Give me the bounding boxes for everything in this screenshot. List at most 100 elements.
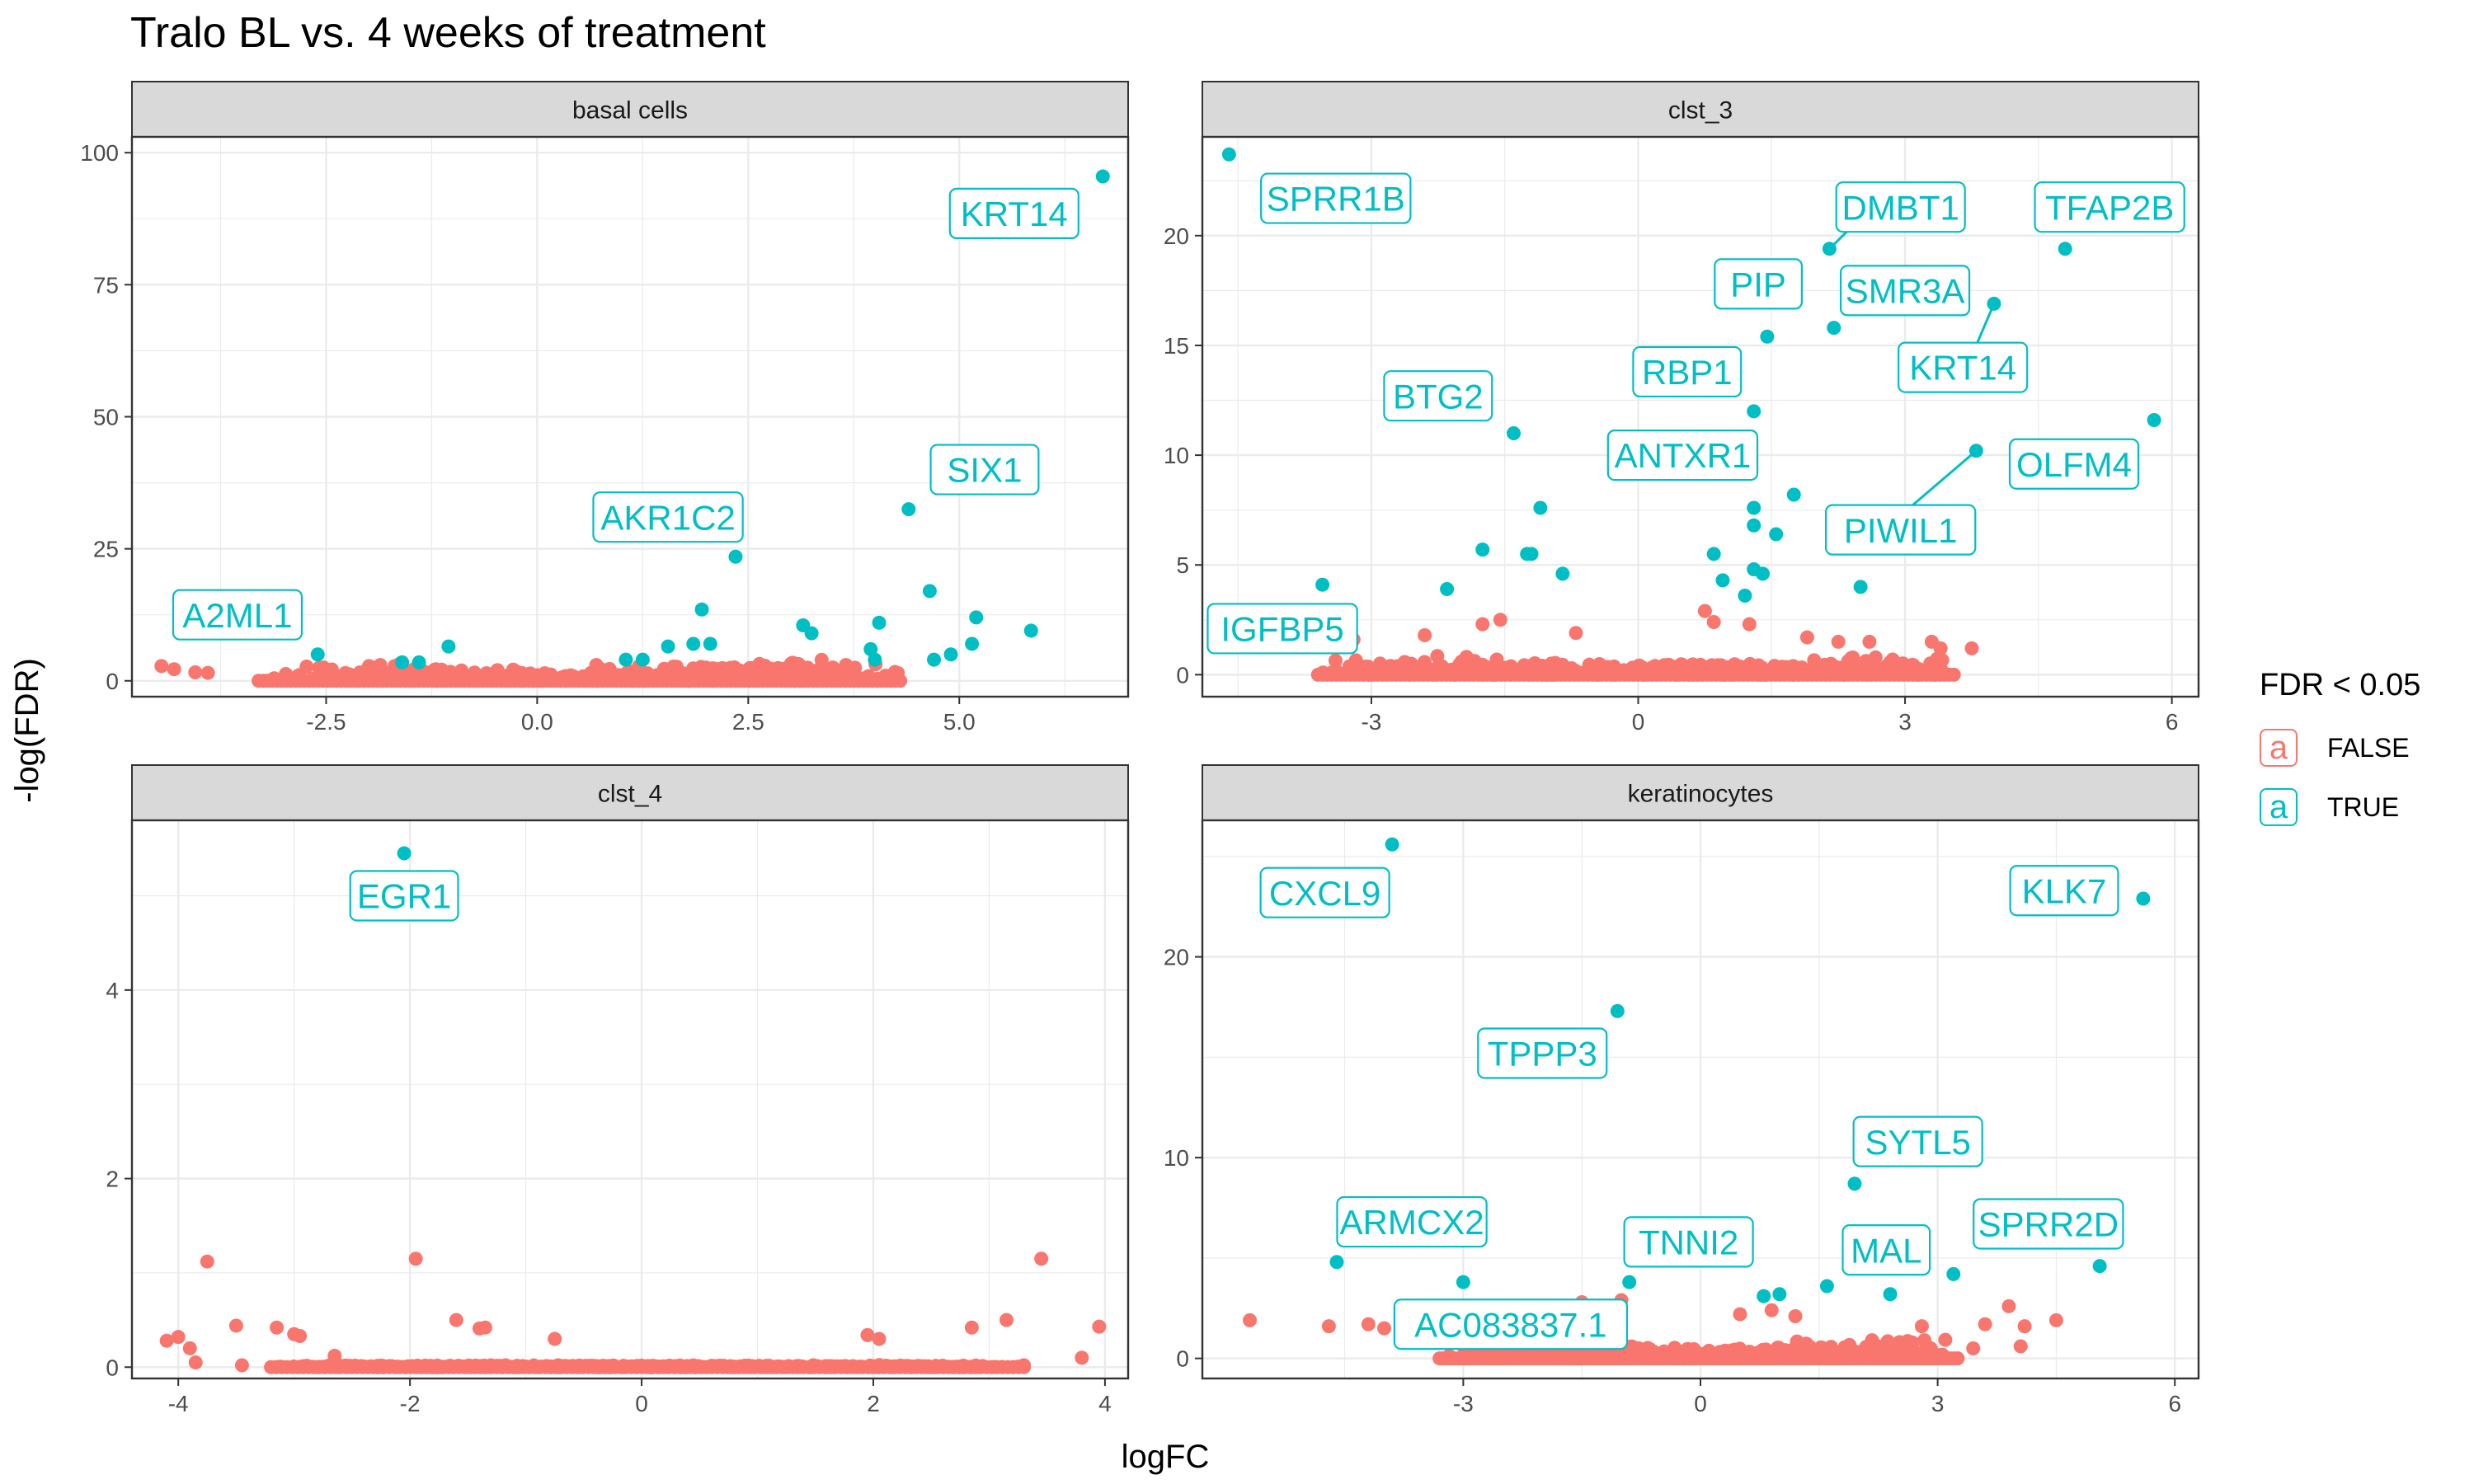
point-nonsignificant [1742, 617, 1757, 632]
point-nonsignificant [1418, 627, 1432, 642]
point-significant [1622, 1275, 1637, 1289]
point-nonsignificant [270, 1320, 285, 1335]
point-nonsignificant [1627, 1341, 1642, 1355]
point-nonsignificant [1950, 1351, 1965, 1366]
gene-label-box [1259, 866, 1390, 918]
gene-label-box [1898, 341, 2029, 393]
facet-strip [131, 81, 1129, 138]
gene-label-text: TFAP2B [2045, 188, 2174, 227]
y-tick-label: 0 [106, 669, 119, 694]
gene-label-text: TNNI2 [1639, 1223, 1738, 1262]
gene-label: KLK7 [2009, 865, 2119, 917]
point-nonsignificant [1667, 1341, 1682, 1355]
point-nonsignificant [1328, 653, 1343, 668]
point-nonsignificant [1764, 1303, 1779, 1317]
point-significant [1747, 500, 1761, 515]
x-tick-label: 2 [867, 1391, 880, 1416]
gene-label-text: IGFBP5 [1221, 610, 1343, 649]
gene-label-box [1852, 1115, 1983, 1167]
y-tick-label: 10 [1164, 1145, 1189, 1171]
facet-label: basal cells [572, 97, 688, 124]
legend: FDR < 0.05 a FALSE a TRUE [2260, 668, 2466, 837]
point-significant [1555, 566, 1570, 581]
point-significant [397, 846, 412, 861]
gene-label-text: EGR1 [357, 877, 451, 916]
gene-label-box [1841, 1224, 1931, 1276]
point-nonsignificant [2048, 1313, 2063, 1327]
data-points [154, 169, 1110, 688]
point-significant [661, 639, 675, 654]
gene-label: KRT14 [948, 187, 1079, 239]
y-tick-label: 100 [80, 140, 119, 166]
point-nonsignificant [999, 1313, 1014, 1327]
gene-label-box [1824, 504, 1977, 556]
point-nonsignificant [1978, 1317, 1992, 1331]
y-tick-label: 0 [1176, 1346, 1189, 1372]
x-tick-label: 3 [1898, 709, 1912, 735]
point-nonsignificant [200, 1254, 214, 1269]
point-nonsignificant [1799, 630, 1814, 645]
point-nonsignificant [1092, 1319, 1107, 1334]
facet-strip [1202, 81, 2199, 138]
legend-item-true: a TRUE [2260, 777, 2466, 837]
point-nonsignificant [1243, 1313, 1258, 1327]
gene-label-text: PIWIL1 [1844, 511, 1958, 550]
gene-label-box [1714, 258, 1804, 310]
point-nonsignificant [1831, 634, 1846, 649]
y-tick-label: 2 [106, 1167, 119, 1192]
facet-label: keratinocytes [1628, 781, 1774, 808]
y-tick-label: 75 [93, 272, 119, 298]
gene-label: CXCL9 [1259, 866, 1390, 918]
point-significant [1747, 404, 1761, 419]
point-significant [310, 647, 325, 662]
point-significant [1475, 542, 1490, 557]
gene-label: BTG2 [1383, 370, 1493, 422]
panel-clst_4: clst_4 -4 -2 0 2 4 0 2 4 EGR1 [106, 764, 1130, 1416]
point-significant [1883, 1287, 1898, 1302]
point-nonsignificant [814, 652, 829, 667]
panel-basal-cells: basal cells -2.5 0.0 2.5 5.0 0 25 50 75 100 KRT14 S… [80, 81, 1130, 735]
point-significant [1738, 589, 1752, 603]
point-significant [2136, 891, 2151, 906]
point-significant [635, 652, 650, 667]
point-nonsignificant [1569, 626, 1583, 641]
point-nonsignificant [429, 662, 444, 677]
point-significant [1757, 1289, 1771, 1303]
panel-border [1201, 819, 2200, 1380]
gene-label: PIWIL1 [1824, 504, 1977, 556]
gene-label-box [1839, 265, 1971, 317]
gene-label-box [1973, 1198, 2124, 1250]
point-nonsignificant [188, 1355, 203, 1370]
point-nonsignificant [1933, 641, 1948, 655]
data-points [159, 846, 1107, 1374]
point-significant [922, 584, 937, 599]
point-nonsignificant [1964, 641, 1979, 655]
legend-item-false: a FALSE [2260, 718, 2466, 777]
point-nonsignificant [449, 1313, 463, 1327]
x-tick-label: -4 [168, 1391, 189, 1416]
point-significant [872, 615, 887, 630]
gene-label: TNNI2 [1623, 1216, 1754, 1268]
point-significant [703, 636, 717, 651]
point-significant [1023, 623, 1038, 638]
gene-label: AKR1C2 [592, 491, 744, 543]
point-significant [804, 626, 819, 641]
point-nonsignificant [2001, 1298, 2016, 1313]
point-nonsignificant [834, 663, 849, 678]
gene-label-box [1383, 370, 1493, 422]
gene-label-text: MAL [1851, 1231, 1921, 1270]
y-tick-label: 10 [1164, 443, 1189, 468]
gene-label-text: KRT14 [1909, 349, 2016, 387]
point-nonsignificant [589, 658, 604, 673]
x-tick-label: -2 [400, 1391, 421, 1416]
point-significant [728, 549, 743, 564]
panel-border [130, 819, 1130, 1380]
plot-area [132, 820, 1128, 1378]
chart-title: Tralo BL vs. 4 weeks of treatment [130, 9, 766, 57]
point-significant [395, 655, 410, 669]
point-significant [1610, 1003, 1625, 1018]
gene-label-text: CXCL9 [1269, 874, 1380, 913]
legend-key-false: a [2260, 729, 2298, 767]
point-nonsignificant [171, 1330, 186, 1345]
